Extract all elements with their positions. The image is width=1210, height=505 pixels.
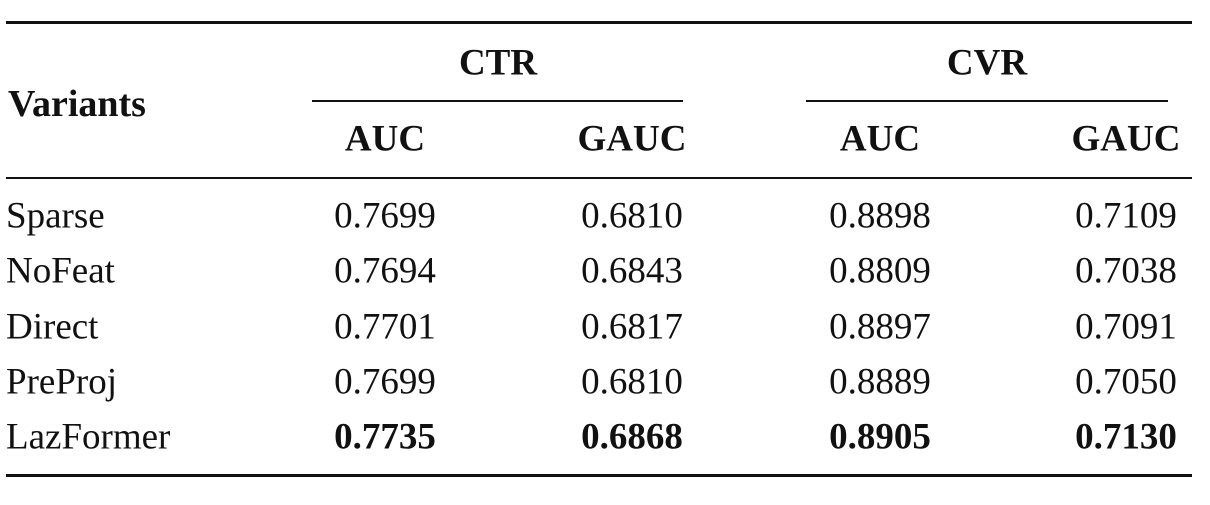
cell-value: 0.7735 <box>334 416 436 458</box>
group-header: CVR <box>946 42 1028 84</box>
cell-value: 0.6810 <box>581 361 683 403</box>
cell-value: 0.7699 <box>334 195 436 237</box>
cell-value: 0.8889 <box>829 361 931 403</box>
bottom-rule <box>6 474 1192 477</box>
column-header: GAUC <box>577 118 687 160</box>
group-rule <box>312 100 683 102</box>
cell-value: 0.7038 <box>1075 250 1177 292</box>
column-header: GAUC <box>1071 118 1181 160</box>
cell-value: 0.7091 <box>1075 306 1177 348</box>
cell-value: 0.8898 <box>829 195 931 237</box>
row-label: Direct <box>6 306 99 348</box>
cell-value: 0.7701 <box>334 306 436 348</box>
cell-value: 0.6810 <box>581 195 683 237</box>
column-header: AUC <box>839 118 921 160</box>
cell-value: 0.8897 <box>829 306 931 348</box>
cell-value: 0.6817 <box>581 306 683 348</box>
group-rule <box>806 100 1168 102</box>
row-label: Sparse <box>6 195 105 237</box>
row-label: PreProj <box>6 361 117 403</box>
row-label: LazFormer <box>6 416 171 458</box>
cell-value: 0.7109 <box>1075 195 1177 237</box>
cell-value: 0.7694 <box>334 250 436 292</box>
cell-value: 0.6868 <box>581 416 683 458</box>
cell-value: 0.7050 <box>1075 361 1177 403</box>
row-label: NoFeat <box>6 250 115 292</box>
cell-value: 0.7130 <box>1075 416 1177 458</box>
group-header: CTR <box>458 42 538 84</box>
row-header: Variants <box>8 83 146 125</box>
cell-value: 0.8905 <box>829 416 931 458</box>
column-header: AUC <box>344 118 426 160</box>
cell-value: 0.8809 <box>829 250 931 292</box>
mid-rule <box>6 177 1192 179</box>
cell-value: 0.7699 <box>334 361 436 403</box>
cell-value: 0.6843 <box>581 250 683 292</box>
top-rule <box>6 21 1192 24</box>
